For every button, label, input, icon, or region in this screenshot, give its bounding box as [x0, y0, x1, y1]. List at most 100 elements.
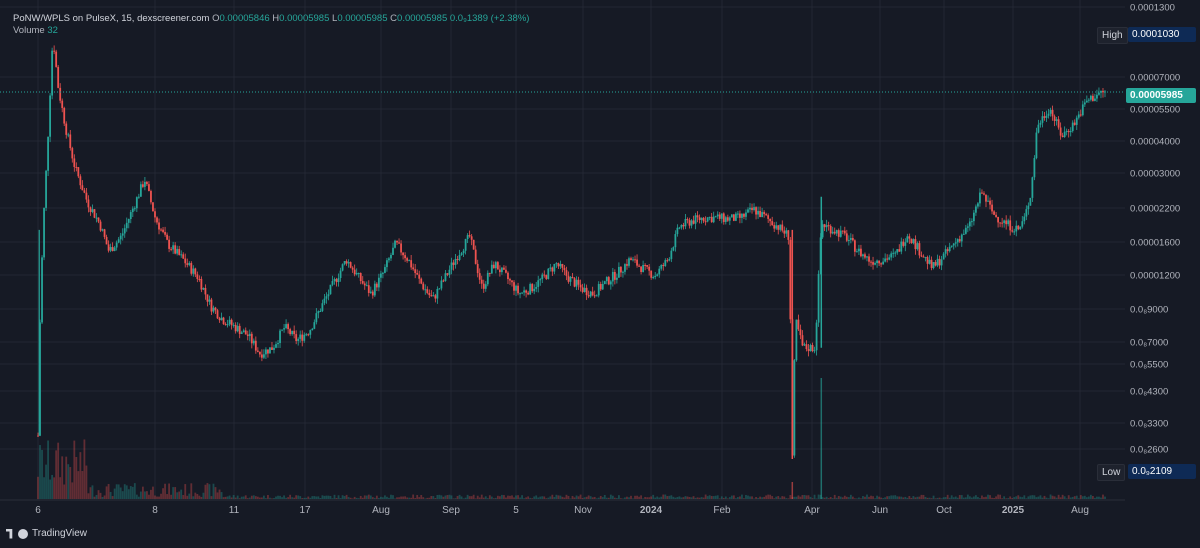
volume-bar — [1051, 495, 1054, 499]
volume-bar — [551, 494, 554, 499]
volume-bar — [408, 497, 411, 499]
volume-bar — [537, 497, 540, 499]
volume-bar — [474, 498, 477, 499]
candle-body — [1027, 205, 1030, 210]
candle-body — [734, 213, 737, 221]
candle-body — [799, 329, 802, 336]
candle-body — [690, 220, 693, 226]
candle-body — [601, 284, 604, 290]
volume-bar — [57, 442, 60, 499]
candle-body — [170, 248, 173, 250]
candle-body — [587, 295, 590, 297]
volume-bar — [1013, 497, 1016, 499]
volume-bar — [63, 484, 66, 499]
candle-body — [825, 225, 828, 228]
candle-body — [936, 258, 939, 266]
volume-bar — [275, 496, 277, 499]
candle-body — [216, 310, 219, 319]
volume-bar — [589, 496, 592, 499]
candle-body — [682, 224, 685, 227]
volume-bar — [454, 498, 457, 499]
volume-bar — [779, 497, 782, 499]
candle-body — [135, 197, 138, 209]
candle-body — [246, 334, 249, 337]
volume-bar — [1003, 496, 1006, 499]
x-tick-label: Aug — [372, 505, 390, 516]
volume-bar — [248, 497, 251, 499]
volume-bar — [646, 497, 649, 499]
volume-bar — [168, 483, 171, 499]
volume-bar — [712, 496, 715, 499]
volume-bar — [872, 496, 874, 499]
candle-body — [452, 262, 455, 265]
candle-body — [763, 212, 766, 215]
volume-bar — [321, 495, 324, 499]
candle-body — [989, 200, 991, 205]
candle-body — [678, 227, 681, 229]
volume-bar — [1011, 498, 1014, 499]
volume-bar — [369, 495, 372, 499]
volume-bar — [1017, 495, 1020, 499]
volume-bar — [277, 495, 279, 499]
candle-body — [638, 265, 640, 267]
candle-body — [591, 291, 594, 296]
volume-bar — [45, 464, 47, 499]
candle-body — [377, 277, 380, 288]
volume-bar — [989, 495, 991, 499]
candle-body — [1059, 127, 1062, 136]
volume-bar — [410, 497, 413, 499]
candle-body — [567, 275, 570, 282]
volume-bar — [103, 495, 106, 499]
volume-bar — [150, 489, 152, 499]
candle-body — [507, 272, 509, 280]
candle-body — [470, 236, 473, 240]
candle-body — [517, 285, 519, 294]
volume-bar — [295, 495, 298, 499]
volume-bar — [285, 497, 287, 499]
candle-body — [757, 210, 759, 215]
candle-body — [928, 259, 931, 264]
candle-body — [874, 263, 876, 265]
candle-body — [569, 276, 572, 282]
candle-body — [906, 236, 909, 243]
volume-bar — [549, 496, 552, 499]
volume-bar — [981, 495, 983, 499]
tradingview-brand[interactable]: TradingView — [6, 528, 87, 539]
volume-bar — [289, 494, 292, 499]
volume-bar — [739, 496, 741, 499]
candle-body — [335, 279, 338, 283]
y-tick-label: 0.00002200 — [1130, 204, 1180, 215]
candle-body — [192, 268, 195, 274]
volume-bar — [224, 496, 227, 499]
volume-bar — [125, 485, 128, 499]
y-tick-label: 0.0₈7000 — [1130, 338, 1168, 349]
volume-bar — [757, 497, 759, 499]
candle-body — [75, 166, 78, 168]
candle-body — [81, 185, 84, 191]
volume-bar — [170, 494, 173, 499]
volume-bar — [900, 496, 903, 499]
candle-body — [831, 231, 834, 234]
y-tick-label: 0.00004000 — [1130, 137, 1180, 148]
candle-body — [194, 268, 197, 275]
volume-bar — [341, 495, 344, 499]
volume-bar — [89, 487, 92, 499]
candle-body — [751, 207, 753, 211]
candle-body — [541, 274, 544, 280]
volume-bar — [434, 498, 437, 499]
volume-bar — [652, 494, 655, 499]
volume-bar — [1053, 496, 1056, 499]
candle-body — [890, 253, 893, 258]
candle-body — [367, 285, 370, 293]
volume-bar — [1065, 498, 1068, 499]
volume-bar — [513, 497, 515, 499]
volume-bar — [956, 497, 959, 499]
candle-body — [801, 335, 804, 346]
volume-bar — [668, 495, 671, 499]
x-tick-label: 5 — [513, 505, 519, 516]
candle-body — [920, 255, 923, 257]
volume-bar — [795, 496, 798, 499]
volume-bar — [545, 498, 548, 499]
volume-bar — [396, 497, 398, 499]
